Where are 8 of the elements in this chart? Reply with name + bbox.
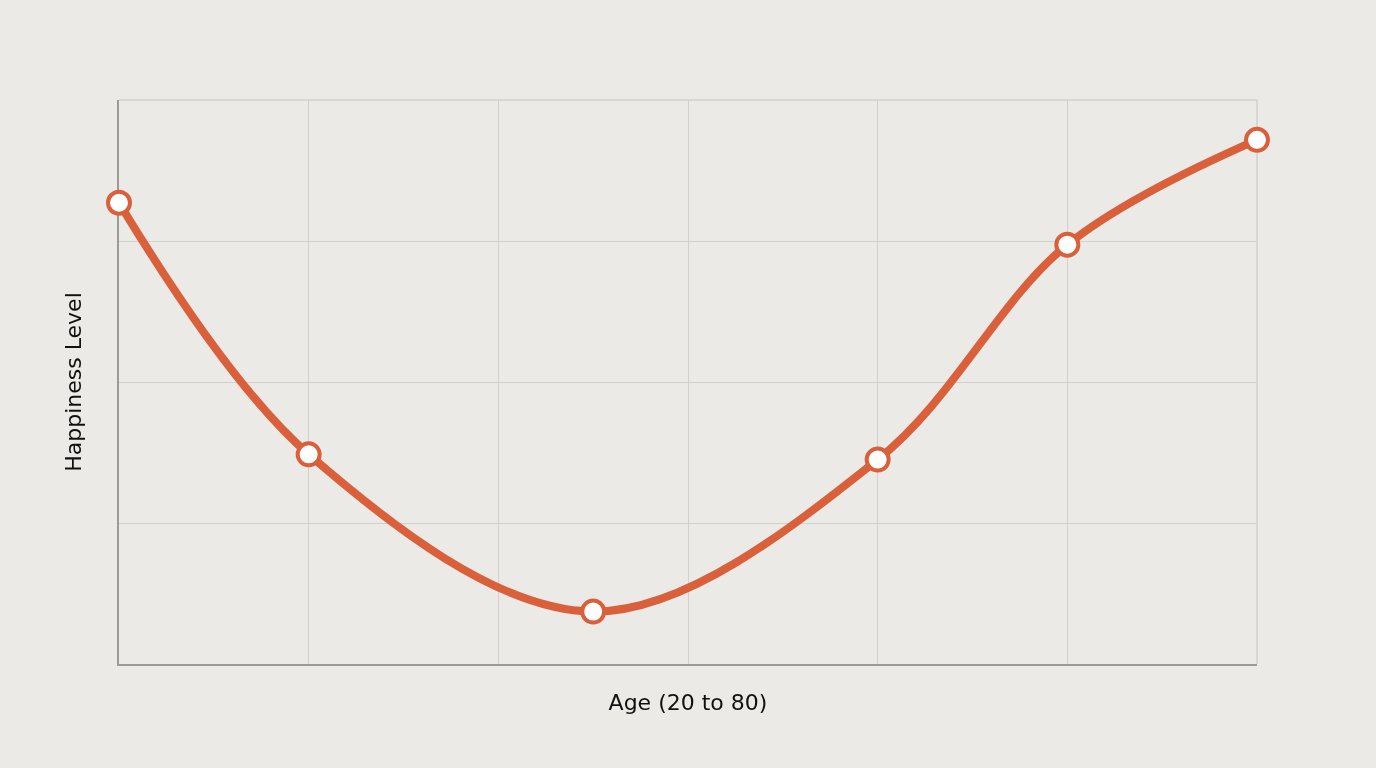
point — [864, 446, 891, 473]
point — [1244, 126, 1270, 153]
point — [1054, 231, 1081, 258]
point — [580, 598, 607, 625]
point — [106, 189, 132, 216]
y-axis-title: Happiness Level — [60, 292, 86, 472]
x-axis-title: Age (20 to 80) — [608, 690, 768, 716]
point — [295, 441, 322, 468]
